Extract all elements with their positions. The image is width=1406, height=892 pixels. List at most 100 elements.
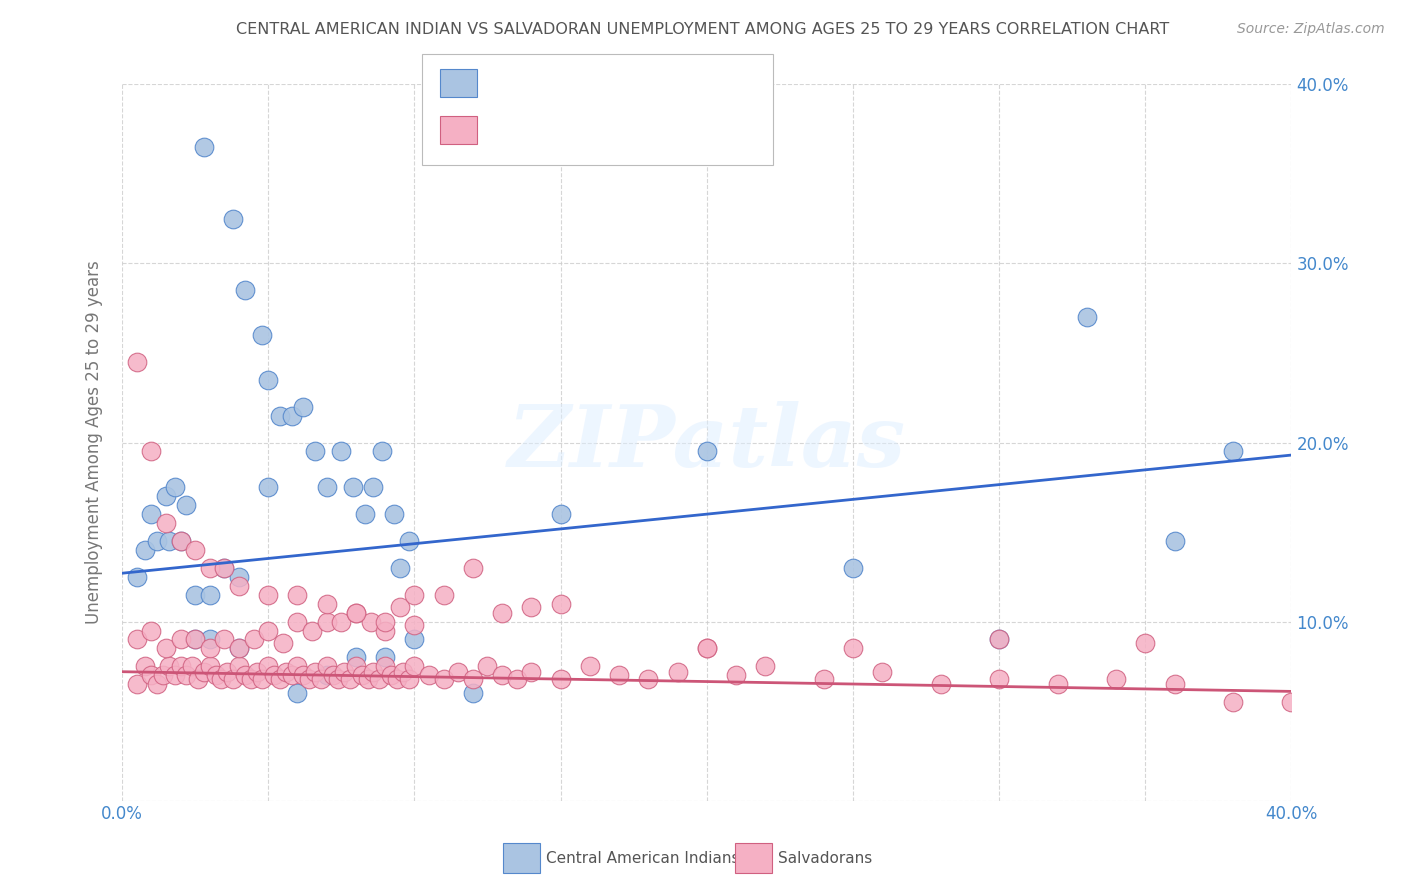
Point: [198, 641, 221, 656]
Point: [125, 632, 148, 647]
Text: Salvadorans: Salvadorans: [778, 851, 872, 865]
Point: [228, 641, 250, 656]
Point: [578, 659, 600, 673]
Point: [339, 672, 361, 686]
Point: [388, 561, 411, 575]
Point: [271, 636, 294, 650]
Point: [374, 615, 396, 629]
Point: [252, 672, 274, 686]
Point: [146, 677, 169, 691]
Text: 48: 48: [665, 70, 685, 85]
Point: [491, 668, 513, 682]
Point: [287, 659, 309, 673]
Point: [404, 659, 426, 673]
Point: [198, 561, 221, 575]
Point: [637, 672, 659, 686]
Point: [141, 444, 163, 458]
Point: [344, 606, 367, 620]
Point: [257, 373, 280, 387]
Point: [184, 543, 207, 558]
Point: [461, 561, 484, 575]
Text: R =: R =: [482, 117, 512, 132]
Point: [181, 659, 204, 673]
Point: [1281, 695, 1303, 709]
Point: [1135, 636, 1157, 650]
Point: [239, 672, 262, 686]
Point: [222, 211, 245, 226]
Point: [842, 641, 865, 656]
Point: [263, 668, 285, 682]
Point: [344, 659, 367, 673]
Point: [280, 409, 302, 423]
Point: [141, 507, 163, 521]
Point: [141, 668, 163, 682]
Point: [1046, 677, 1069, 691]
Point: [228, 659, 250, 673]
Point: [134, 659, 156, 673]
Point: [301, 624, 323, 638]
Point: [169, 632, 191, 647]
Point: [330, 444, 353, 458]
Point: [433, 672, 456, 686]
Point: [228, 641, 250, 656]
Point: [141, 624, 163, 638]
Point: [304, 665, 326, 679]
Point: [330, 615, 353, 629]
Point: [391, 665, 413, 679]
Point: [169, 534, 191, 549]
Point: [125, 570, 148, 584]
Point: [169, 534, 191, 549]
Point: [433, 588, 456, 602]
Point: [187, 672, 209, 686]
Point: [988, 672, 1011, 686]
Point: [274, 665, 297, 679]
Point: [287, 686, 309, 700]
Point: [550, 672, 572, 686]
Point: [315, 668, 337, 682]
Y-axis label: Unemployment Among Ages 25 to 29 years: Unemployment Among Ages 25 to 29 years: [86, 260, 103, 624]
Point: [287, 615, 309, 629]
Point: [169, 659, 191, 673]
Point: [368, 672, 391, 686]
Point: [184, 588, 207, 602]
Point: [550, 507, 572, 521]
Point: [125, 355, 148, 369]
Point: [696, 641, 718, 656]
Point: [404, 588, 426, 602]
Point: [176, 668, 198, 682]
Point: [198, 588, 221, 602]
Point: [447, 665, 470, 679]
Point: [257, 588, 280, 602]
Point: [184, 632, 207, 647]
Text: -0.087: -0.087: [534, 117, 586, 132]
Point: [146, 534, 169, 549]
Point: [193, 140, 215, 154]
Point: [666, 665, 689, 679]
Point: [724, 668, 747, 682]
Point: [157, 659, 180, 673]
Point: [280, 668, 302, 682]
Point: [193, 665, 215, 679]
Point: [269, 672, 291, 686]
Point: [155, 516, 177, 530]
Point: [363, 665, 385, 679]
Point: [353, 507, 375, 521]
Point: [842, 561, 865, 575]
Point: [374, 659, 396, 673]
Point: [233, 668, 256, 682]
Point: [134, 543, 156, 558]
Point: [214, 561, 236, 575]
Point: [269, 409, 291, 423]
Point: [228, 579, 250, 593]
Point: [184, 632, 207, 647]
Point: [374, 650, 396, 665]
Point: [813, 672, 835, 686]
Point: [257, 624, 280, 638]
Point: [520, 665, 543, 679]
Point: [356, 672, 378, 686]
Point: [333, 665, 356, 679]
Point: [292, 400, 315, 414]
Point: [322, 668, 344, 682]
Point: [607, 668, 630, 682]
Point: [870, 665, 893, 679]
